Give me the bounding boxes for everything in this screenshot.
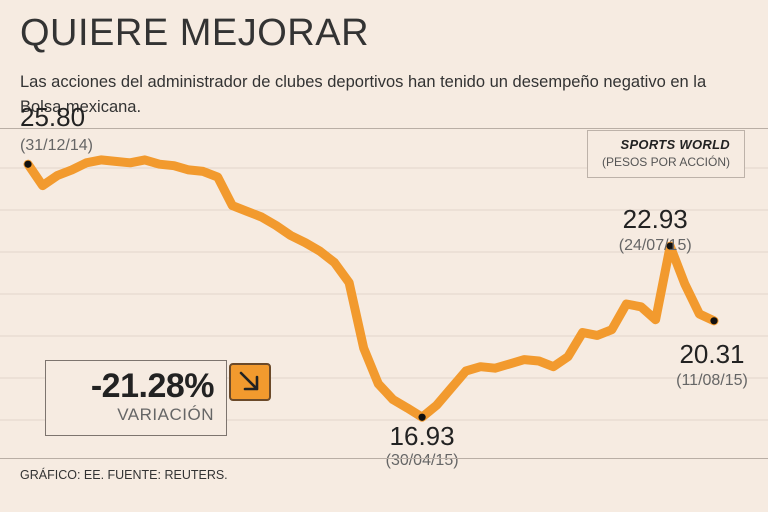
data-label-value: 16.93 xyxy=(390,421,455,451)
variation-label: VARIACIÓN xyxy=(117,405,214,424)
series-line xyxy=(23,155,719,422)
data-point xyxy=(24,160,32,168)
legend-box: SPORTS WORLD (PESOS POR ACCIÓN) xyxy=(587,130,745,178)
price-series xyxy=(23,155,719,422)
data-label-value: 22.93 xyxy=(623,204,688,234)
annotation-labels: 25.80 (31/12/14) 16.93(30/04/15) 22.93 (24/0… xyxy=(20,102,748,469)
data-label-date: (30/04/15) xyxy=(386,452,459,469)
data-point xyxy=(418,413,426,421)
data-label-date: (24/07/15) xyxy=(619,237,692,254)
arrow-down-right-icon xyxy=(229,363,271,401)
data-point xyxy=(666,242,674,250)
data-label-value: 20.31 xyxy=(679,339,744,369)
legend-unit: (PESOS POR ACCIÓN) xyxy=(601,155,730,169)
data-label-value: 25.80 xyxy=(20,102,85,132)
source-credit: GRÁFICO: EE. FUENTE: REUTERS. xyxy=(20,468,228,482)
annotation-dots xyxy=(24,160,718,421)
chart-title: QUIERE MEJORAR xyxy=(20,12,370,54)
chart-subtitle: Las acciones del administrador de clubes… xyxy=(20,73,707,116)
data-label-date: (11/08/15) xyxy=(676,372,748,389)
bottom-divider xyxy=(0,458,768,459)
legend-title: SPORTS WORLD xyxy=(620,137,730,152)
variation-box: -21.28% VARIACIÓN xyxy=(45,360,227,436)
variation-value: -21.28% xyxy=(90,367,215,405)
top-divider xyxy=(0,128,768,129)
data-label-date: (31/12/14) xyxy=(20,137,93,154)
data-point xyxy=(710,317,718,325)
